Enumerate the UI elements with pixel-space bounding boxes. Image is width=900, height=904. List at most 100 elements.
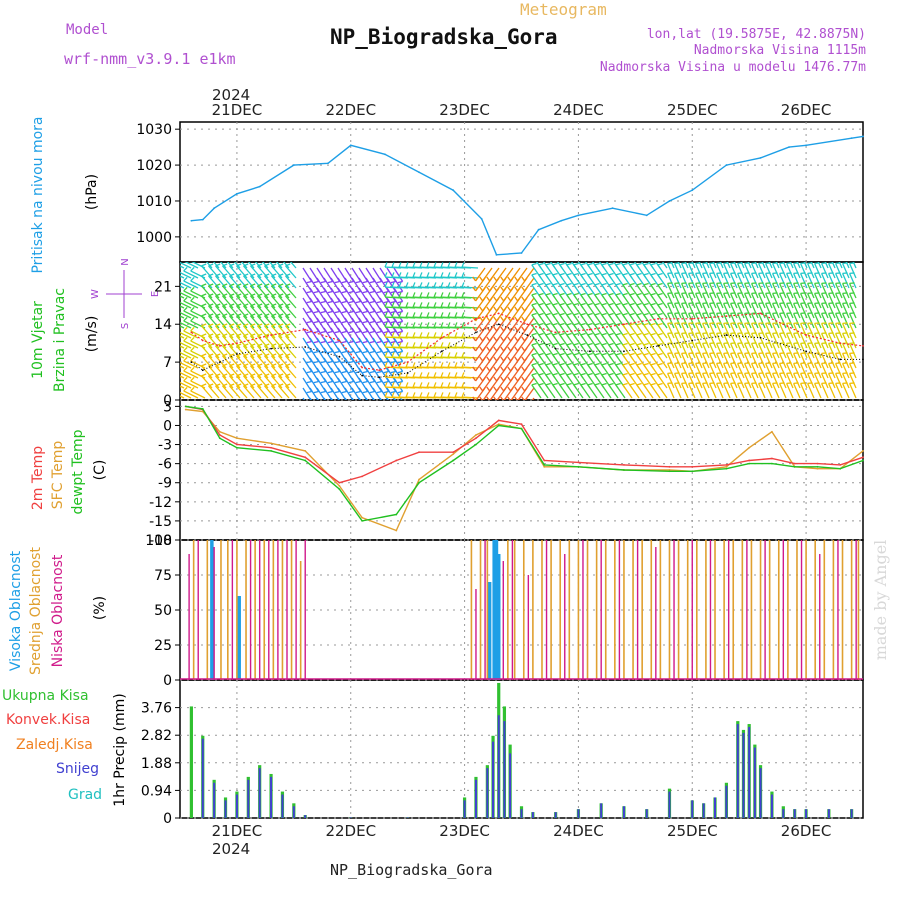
temp-2m-line-point xyxy=(817,463,819,465)
wind-barb-flag xyxy=(560,374,565,375)
cloud-bar-mid xyxy=(559,540,561,680)
wind-barb-flag xyxy=(574,304,579,305)
wind-barb-flag xyxy=(644,284,649,285)
wind-barb-flag xyxy=(567,384,572,385)
wind-barb-flag xyxy=(651,314,656,315)
wind-gust-line-point xyxy=(555,331,557,333)
wind-barb xyxy=(177,281,191,288)
cloud-bar-mid xyxy=(587,540,589,680)
wind-barb-flag xyxy=(595,314,600,315)
wind-speed-line-point xyxy=(760,337,762,339)
wind-barb-flag xyxy=(455,262,457,267)
wind-barb-flag xyxy=(342,371,347,372)
temp-2m-line-point xyxy=(475,437,477,439)
wind-barb-flag xyxy=(658,374,663,375)
wind-ylabel-outer-2: Brzina i Pravac xyxy=(52,288,68,392)
cloud-bar-low xyxy=(232,540,233,680)
wind-barb-flag xyxy=(616,384,621,385)
wind-barb-flag xyxy=(406,352,408,357)
wind-barb-flag xyxy=(480,327,483,331)
y-tick-label: 0 xyxy=(163,418,172,434)
precip-bar-snow xyxy=(703,803,705,818)
wind-barb-flag xyxy=(644,294,649,295)
wind-barb-flag xyxy=(448,272,450,277)
wind-barb-flag xyxy=(427,312,429,317)
wind-barb xyxy=(170,271,184,278)
wind-barb-flag xyxy=(420,272,422,277)
cloud-bar-mid xyxy=(732,540,734,680)
wind-barb-flag xyxy=(448,282,450,287)
wind-barb-flag xyxy=(644,314,649,315)
sfc-temp-line-point xyxy=(543,466,545,468)
wind-barb-flag xyxy=(191,327,195,331)
wind-barb-flag xyxy=(191,297,195,301)
wind-barb-flag xyxy=(487,277,490,281)
wind-barb-flag xyxy=(202,374,207,376)
bottom-day-label: 22DEC xyxy=(325,822,376,840)
wind-barb-flag xyxy=(602,334,607,335)
wind-barb-flag xyxy=(356,401,361,402)
pressure-line-point xyxy=(259,186,261,188)
wind-barb xyxy=(184,371,198,378)
wind-speed-line-point xyxy=(839,359,841,361)
wind-barb-flag xyxy=(314,381,319,382)
temp-ylabel-sfc: SFC Temp xyxy=(50,441,66,510)
wind-barb-flag xyxy=(406,362,408,367)
wind-barb-flag xyxy=(539,364,544,365)
wind-barb-flag xyxy=(328,391,333,392)
pressure-line-point xyxy=(691,189,693,191)
wind-barb-flag xyxy=(651,284,656,285)
wind-barb-flag xyxy=(609,274,614,275)
station-title: NP_Biogradska_Gora xyxy=(330,25,558,49)
wind-barb-flag xyxy=(230,254,235,256)
wind-gust-line-point xyxy=(691,318,693,320)
cloud-bar-mid xyxy=(787,540,789,680)
wind-barb-flag xyxy=(494,367,497,371)
wind-barb-flag xyxy=(567,254,572,255)
wind-barb-flag xyxy=(588,374,593,375)
wind-barb-flag xyxy=(392,302,394,307)
wind-barb-flag xyxy=(202,314,207,316)
wind-barb-flag xyxy=(455,282,457,287)
wind-barb-flag xyxy=(494,277,497,281)
wind-barb-flag xyxy=(328,381,333,382)
wind-barb-flag xyxy=(539,324,544,325)
wind-barb-flag xyxy=(202,334,207,336)
y-tick-label: 50 xyxy=(154,603,172,619)
wind-barb-flag xyxy=(251,254,256,256)
pressure-line-point xyxy=(418,171,420,173)
temp-2m-line-point xyxy=(418,451,420,453)
wind-barb xyxy=(184,301,198,308)
sfc-temp-line-point xyxy=(475,434,477,436)
cloud-bar-mid xyxy=(220,540,222,680)
pressure-line-point xyxy=(760,157,762,159)
wind-barb-flag xyxy=(609,334,614,335)
temp-2m-line-point xyxy=(623,464,625,466)
wind-barb-flag xyxy=(392,322,394,327)
wind-barb-flag xyxy=(623,304,628,305)
wind-barb-flag xyxy=(602,284,607,285)
wind-gust-line-point xyxy=(805,334,807,336)
wind-barb-flag xyxy=(532,324,537,325)
wind-barb xyxy=(177,341,191,348)
wind-barb-flag xyxy=(202,344,207,346)
wind-barb-flag xyxy=(209,254,214,256)
wind-barb-flag xyxy=(321,351,326,352)
wind-barb-flag xyxy=(385,392,387,397)
wind-barb-flag xyxy=(314,351,319,352)
wind-barb-flag xyxy=(595,294,600,295)
cloud-bar-mid xyxy=(678,540,680,680)
model-value: wrf-nmm_v3.9.1 e1km xyxy=(64,50,236,68)
wind-barb-flag xyxy=(508,357,511,361)
wind-barb-flag xyxy=(349,301,354,302)
wind-barb-flag xyxy=(392,262,394,267)
wind-barb xyxy=(184,341,198,348)
wind-barb-flag xyxy=(335,291,340,292)
wind-barb-flag xyxy=(307,341,312,342)
sfc-temp-line-point xyxy=(185,409,187,411)
wind-barb-flag xyxy=(473,407,476,411)
top-day-label: 22DEC xyxy=(325,101,376,119)
wind-barb-flag xyxy=(560,294,565,295)
cloud-bar-mid xyxy=(823,540,825,680)
wind-barb-flag xyxy=(487,407,490,411)
